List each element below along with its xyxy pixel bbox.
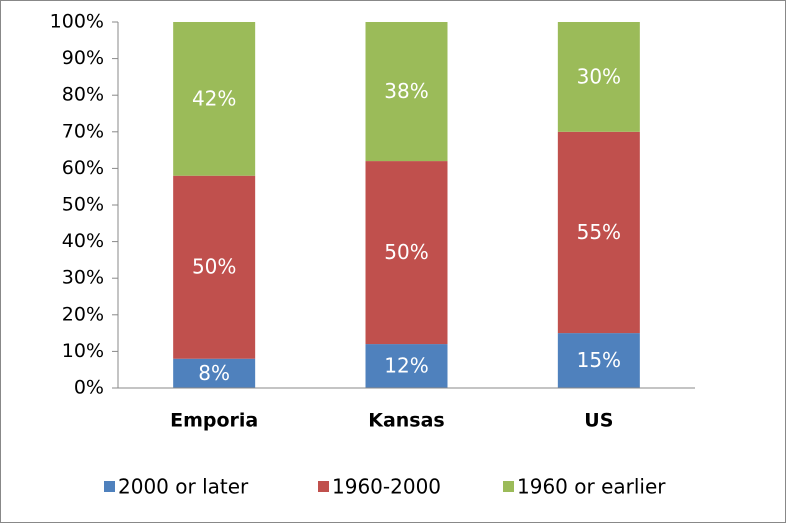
legend-label: 1960-2000 [332,475,441,499]
bar-segment [173,22,256,176]
y-tick-label: 10% [62,340,104,362]
data-label: 8% [198,361,230,385]
legend-swatch [318,481,329,492]
bar-segment [557,131,640,334]
bar-segment [365,344,448,388]
x-tick-label: Emporia [170,410,258,432]
legend-label: 2000 or later [118,475,249,499]
y-tick-label: 100% [50,11,104,33]
x-tick-label: US [584,410,613,432]
data-label: 50% [192,255,236,279]
data-label: 55% [577,220,621,244]
bar-segment [365,161,448,345]
y-tick-label: 50% [62,194,104,216]
data-label: 38% [384,79,428,103]
bar-segment [557,333,640,388]
y-tick-label: 0% [74,377,104,399]
y-tick-label: 90% [62,47,104,69]
legend-swatch [104,481,115,492]
bar-segment [173,175,256,359]
bar-segment [557,22,640,132]
x-tick-label: Kansas [368,410,445,432]
data-label: 50% [384,240,428,264]
y-tick-label: 30% [62,267,104,289]
y-tick-label: 40% [62,230,104,252]
bar-segment [173,358,256,388]
bar-segment [365,22,448,162]
legend-label: 1960 or earlier [517,475,666,499]
y-tick-label: 80% [62,84,104,106]
legend-swatch [503,481,514,492]
data-label: 12% [384,354,428,378]
data-label: 15% [577,348,621,372]
y-tick-label: 70% [62,120,104,142]
y-tick-label: 20% [62,303,104,325]
data-label: 30% [577,64,621,88]
y-tick-label: 60% [62,157,104,179]
data-label: 42% [192,86,236,110]
